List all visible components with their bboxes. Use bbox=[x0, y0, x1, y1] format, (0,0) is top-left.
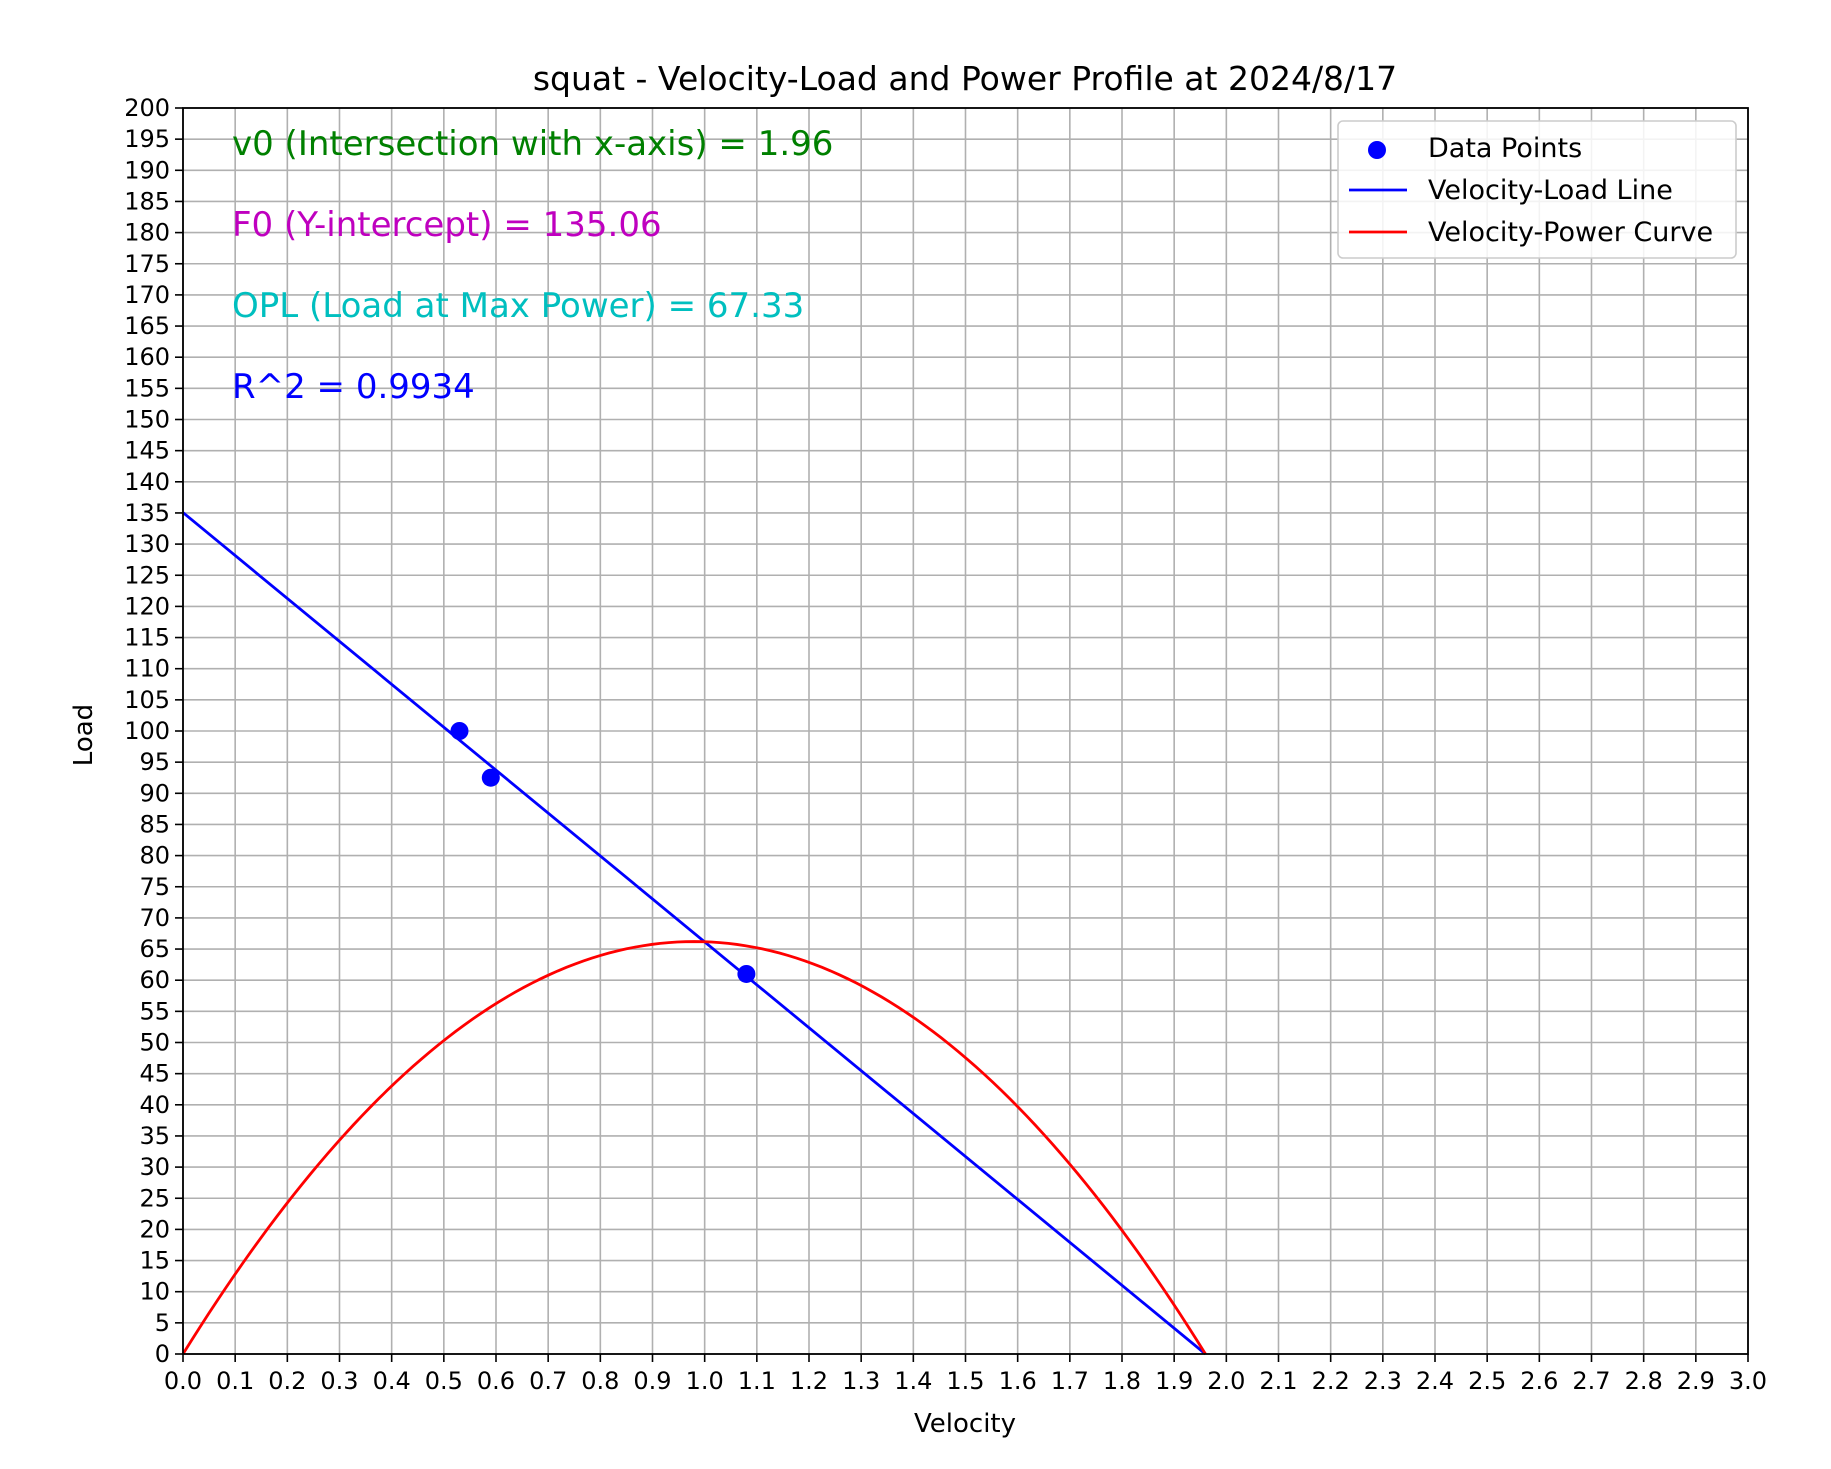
y-tick-label: 75 bbox=[139, 873, 170, 901]
y-tick-label: 150 bbox=[124, 406, 170, 434]
y-tick-label: 175 bbox=[124, 250, 170, 278]
y-tick-label: 30 bbox=[139, 1153, 170, 1181]
x-tick-label: 2.5 bbox=[1468, 1367, 1506, 1395]
y-tick-label: 55 bbox=[139, 997, 170, 1025]
y-tick-label: 110 bbox=[124, 655, 170, 683]
x-tick-label: 0.0 bbox=[164, 1367, 202, 1395]
x-tick-label: 2.6 bbox=[1520, 1367, 1558, 1395]
y-tick-label: 145 bbox=[124, 437, 170, 465]
legend-label: Velocity-Load Line bbox=[1428, 175, 1673, 206]
data-point bbox=[450, 722, 469, 740]
x-tick-label: 1.8 bbox=[1103, 1367, 1141, 1395]
x-tick-label: 2.1 bbox=[1259, 1367, 1297, 1395]
y-axis-label: Load bbox=[69, 704, 99, 766]
y-tick-label: 5 bbox=[155, 1309, 170, 1337]
stat-annotation: F0 (Y-intercept) = 135.06 bbox=[232, 205, 662, 245]
y-tick-label: 60 bbox=[139, 966, 170, 994]
y-tick-label: 90 bbox=[139, 779, 170, 807]
x-tick-label: 0.2 bbox=[268, 1367, 306, 1395]
stat-annotation: R^2 = 0.9934 bbox=[232, 367, 475, 407]
y-tick-label: 190 bbox=[124, 156, 170, 184]
y-tick-label: 10 bbox=[139, 1278, 170, 1306]
legend-label: Data Points bbox=[1428, 133, 1582, 164]
y-tick-label: 95 bbox=[139, 748, 170, 776]
y-tick-label: 105 bbox=[124, 686, 170, 714]
y-tick-label: 185 bbox=[124, 187, 170, 215]
stat-annotation: OPL (Load at Max Power) = 67.33 bbox=[232, 286, 804, 326]
x-tick-label: 2.3 bbox=[1364, 1367, 1402, 1395]
x-tick-label: 0.9 bbox=[633, 1367, 671, 1395]
x-tick-label: 1.9 bbox=[1155, 1367, 1193, 1395]
plot-area bbox=[181, 107, 1749, 1356]
x-tick-label: 1.1 bbox=[738, 1367, 776, 1395]
x-axis-label: Velocity bbox=[914, 1409, 1016, 1439]
legend-box bbox=[1337, 120, 1737, 259]
x-tick-label: 1.6 bbox=[999, 1367, 1037, 1395]
x-tick-label: 0.7 bbox=[529, 1367, 567, 1395]
y-tick-label: 0 bbox=[155, 1340, 170, 1368]
y-tick-label: 80 bbox=[139, 842, 170, 870]
y-tick-label: 180 bbox=[124, 219, 170, 247]
y-tick-label: 155 bbox=[124, 374, 170, 402]
x-tick-label: 1.3 bbox=[842, 1367, 880, 1395]
y-tick-label: 50 bbox=[139, 1029, 170, 1057]
annotations: v0 (Intersection with x-axis) = 1.96 F0 (… bbox=[232, 124, 833, 407]
y-tick-label: 170 bbox=[124, 281, 170, 309]
y-tick-label: 120 bbox=[124, 592, 170, 620]
y-tick-label: 195 bbox=[124, 125, 170, 153]
x-tick-label: 2.2 bbox=[1312, 1367, 1350, 1395]
x-tick-label: 2.4 bbox=[1416, 1367, 1454, 1395]
y-tick-label: 100 bbox=[124, 717, 170, 745]
y-tick-label: 130 bbox=[124, 530, 170, 558]
velocity-power-curve bbox=[181, 940, 1207, 1355]
x-tick-label: 1.2 bbox=[790, 1367, 828, 1395]
x-tick-label: 1.5 bbox=[946, 1367, 984, 1395]
legend-label: Velocity-Power Curve bbox=[1428, 217, 1713, 248]
y-tick-label: 125 bbox=[124, 561, 170, 589]
y-tick-label: 85 bbox=[139, 810, 170, 838]
legend: Data Points Velocity-Load Line Velocity-Po… bbox=[1337, 120, 1737, 259]
y-tick-label: 165 bbox=[124, 312, 170, 340]
y-tick-label: 15 bbox=[139, 1247, 170, 1275]
x-tick-label: 2.9 bbox=[1677, 1367, 1715, 1395]
x-tick-label: 1.7 bbox=[1051, 1367, 1089, 1395]
y-tick-label: 20 bbox=[139, 1215, 170, 1243]
y-tick-label: 35 bbox=[139, 1122, 170, 1150]
x-tick-label: 1.0 bbox=[686, 1367, 724, 1395]
axis-ticks: 0.0 0.1 0.2 0.3 0.4 0.5 0.6 0.7 0.8 0.9 1.0 1.1 1.2 1… bbox=[124, 94, 1767, 1395]
y-tick-label: 25 bbox=[139, 1184, 170, 1212]
y-tick-label: 140 bbox=[124, 468, 170, 496]
x-tick-label: 2.8 bbox=[1625, 1367, 1663, 1395]
x-tick-label: 3.0 bbox=[1729, 1367, 1767, 1395]
data-point bbox=[481, 768, 500, 787]
x-tick-label: 0.1 bbox=[216, 1367, 254, 1395]
y-tick-label: 70 bbox=[139, 904, 170, 932]
y-tick-label: 45 bbox=[139, 1060, 170, 1088]
y-tick-label: 40 bbox=[139, 1091, 170, 1119]
stat-annotation: v0 (Intersection with x-axis) = 1.96 bbox=[232, 124, 833, 164]
y-tick-label: 200 bbox=[124, 94, 170, 122]
x-tick-label: 1.4 bbox=[894, 1367, 932, 1395]
x-tick-label: 0.3 bbox=[320, 1367, 358, 1395]
axes-frame bbox=[182, 107, 1749, 1355]
chart-title: squat - Velocity-Load and Power Profile … bbox=[533, 59, 1397, 98]
x-tick-label: 0.8 bbox=[581, 1367, 619, 1395]
y-tick-label: 115 bbox=[124, 624, 170, 652]
x-tick-label: 0.6 bbox=[477, 1367, 515, 1395]
x-tick-label: 0.4 bbox=[373, 1367, 411, 1395]
velocity-load-line bbox=[182, 511, 1207, 1356]
x-tick-label: 0.5 bbox=[425, 1367, 463, 1395]
x-tick-label: 2.7 bbox=[1572, 1367, 1610, 1395]
y-tick-label: 65 bbox=[139, 935, 170, 963]
x-tick-label: 2.0 bbox=[1207, 1367, 1245, 1395]
y-tick-label: 160 bbox=[124, 343, 170, 371]
legend-marker-dot bbox=[1368, 141, 1386, 159]
y-tick-label: 135 bbox=[124, 499, 170, 527]
